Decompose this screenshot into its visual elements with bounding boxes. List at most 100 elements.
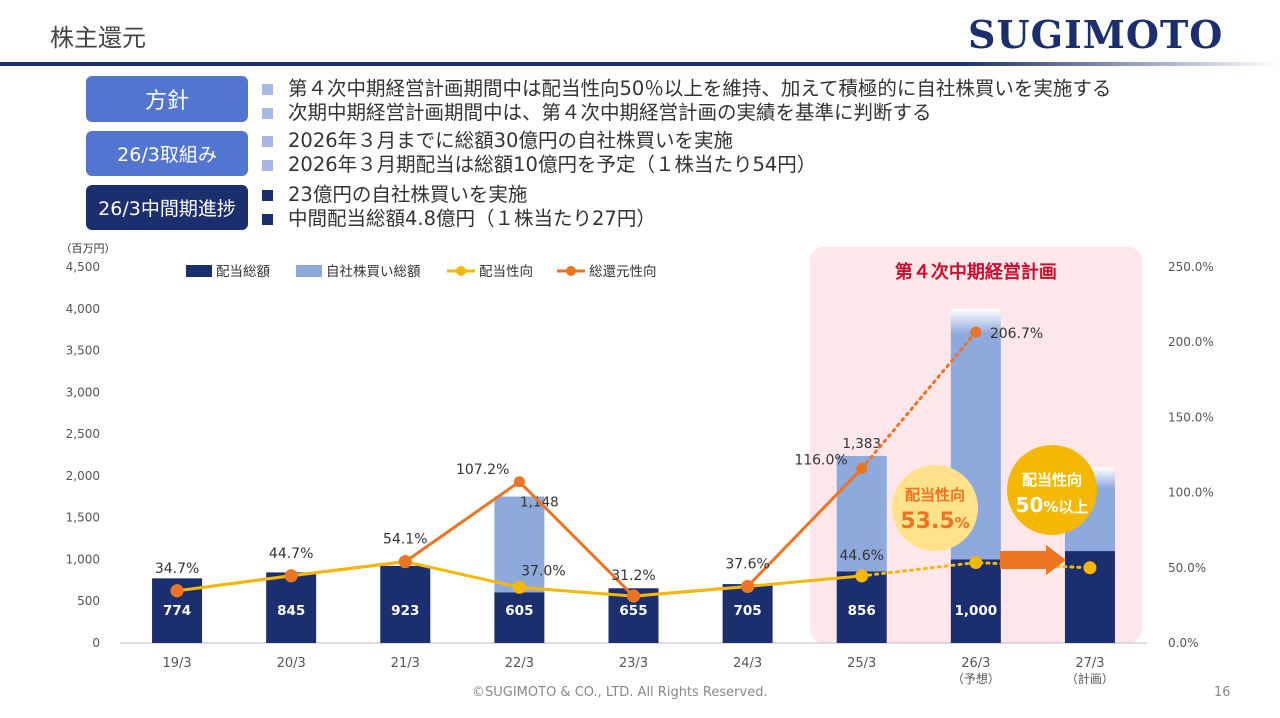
payout-ratio-label: 37.6%	[725, 556, 769, 572]
y2-tick-label: 0.0%	[1168, 636, 1199, 650]
legend-marker-payout	[456, 266, 466, 276]
payout-ratio-label: 44.6%	[839, 548, 883, 564]
callout-label: 配当性向	[905, 486, 965, 504]
bullet-text: 23億円の自社株買いを実施	[288, 183, 528, 206]
total-return-point	[741, 579, 755, 593]
company-logo: SUGIMOTO	[968, 12, 1224, 57]
bullet-square-icon	[262, 159, 273, 171]
plan-highlight-title: 第４次中期経営計画	[895, 261, 1057, 283]
callout-value: 50%以上	[1016, 493, 1089, 517]
y2-tick-label: 50.0%	[1168, 561, 1206, 575]
bullet-text: 中間配当総額4.8億円（１株当たり27円）	[288, 207, 656, 230]
dividend-bar-label: 655	[619, 603, 647, 619]
callout-label: 配当性向	[1022, 471, 1082, 489]
payout-ratio-label: 54.1%	[383, 532, 427, 548]
legend-label: 配当総額	[216, 264, 270, 280]
dividend-bar-label: 1,000	[954, 603, 997, 619]
callout-bubble-payout-forecast	[892, 465, 978, 551]
dividend-bar	[950, 559, 1001, 643]
bullet-square-icon	[262, 213, 273, 225]
callout-value-unit: %以上	[1043, 498, 1088, 516]
legend-label: 総還元性向	[589, 264, 657, 280]
bullet-text: 2026年３月までに総額30億円の自社株買いを実施	[288, 129, 733, 152]
copyright: ©SUGIMOTO & CO., LTD. All Rights Reserve…	[472, 685, 768, 700]
dividend-bar-label: 605	[505, 603, 533, 619]
bullet-item: 次期中期経営計画期間中は、第４次中期経営計画の実績を基準に判断する	[262, 101, 1111, 125]
y-tick-label: 1,500	[66, 511, 100, 525]
y2-tick-label: 100.0%	[1168, 486, 1214, 500]
y2-tick-label: 200.0%	[1168, 335, 1214, 349]
x-tick-sublabel: （予想）	[952, 671, 1000, 686]
x-tick-label: 25/3	[847, 656, 876, 671]
initiative-bullets: 2026年３月までに総額30億円の自社株買いを実施 2026年３月期配当は総額1…	[262, 129, 816, 177]
total-return-point	[627, 589, 640, 603]
bullet-item: 2026年３月までに総額30億円の自社株買いを実施	[262, 129, 816, 153]
y-tick-label: 500	[77, 594, 100, 608]
buyback-bar	[836, 455, 887, 572]
payout-ratio-label: 31.2%	[611, 568, 655, 584]
dividend-bar	[722, 584, 773, 643]
policy-tag: 方針	[86, 76, 248, 122]
y-tick-label: 0	[92, 636, 100, 650]
total-return-point	[284, 569, 298, 583]
y-tick-label: 4,500	[66, 260, 100, 274]
interim-progress-tag: 26/3中間期進捗	[86, 185, 248, 230]
x-tick-label: 27/3	[1075, 656, 1104, 671]
total-return-label: 116.0%	[794, 453, 847, 469]
bullet-item: 第４次中期経営計画期間中は配当性向50％以上を維持、加えて積極的に自社株買いを実…	[262, 77, 1111, 101]
total-return-point	[856, 463, 868, 475]
dividend-bar	[494, 592, 545, 643]
y-tick-label: 2,000	[66, 469, 100, 483]
payout-ratio-label: 44.7%	[269, 546, 313, 562]
bullet-square-icon	[262, 83, 273, 95]
callout-bubble-payout-plan	[1007, 445, 1097, 535]
dividend-bar	[266, 572, 317, 643]
y-tick-label: 3,000	[66, 385, 100, 399]
y-tick-label: 2,500	[66, 427, 100, 441]
dividend-bar	[380, 565, 431, 643]
page-title: 株主還元	[50, 24, 146, 52]
y-tick-label: 4,000	[66, 302, 100, 316]
dividend-bar-label: 705	[734, 603, 762, 619]
y2-tick-label: 150.0%	[1168, 410, 1214, 424]
buyback-bar-label: 1,383	[842, 436, 881, 452]
bullet-item: 2026年３月期配当は総額10億円を予定（１株当たり54円）	[262, 153, 816, 177]
x-tick-label: 21/3	[391, 656, 420, 671]
legend-label: 自社株買い総額	[326, 264, 421, 280]
page-number: 16	[1214, 685, 1231, 700]
legend-marker-total	[566, 266, 576, 276]
dividend-bar-label: 923	[391, 603, 419, 619]
total-return-label: 107.2%	[456, 462, 509, 478]
payout-ratio-label: 37.0%	[521, 563, 565, 579]
bullet-square-icon	[262, 189, 273, 201]
forecast-arrow-head	[1046, 545, 1066, 575]
legend-label: 配当性向	[479, 264, 533, 280]
payout-ratio-point	[1083, 561, 1097, 575]
callout-value-number: 53.5	[900, 509, 954, 534]
payout-ratio-point	[512, 580, 526, 594]
legend-swatch-buyback	[296, 265, 322, 277]
dividend-bar-label: 845	[277, 603, 305, 619]
x-tick-label: 19/3	[162, 656, 191, 671]
callout-value-unit: %	[955, 514, 970, 532]
total-return-point	[398, 555, 412, 569]
shareholder-return-chart: 第４次中期経営計画 （百万円） 0 500 1,000 1,500 2,000 2,500 3,…	[61, 242, 1214, 686]
bullet-square-icon	[262, 107, 273, 119]
total-return-point	[513, 476, 525, 488]
total-return-point	[170, 584, 184, 598]
payout-ratio-point	[855, 569, 869, 583]
payout-ratio-label: 34.7%	[155, 561, 199, 577]
bullet-square-icon	[262, 135, 273, 147]
y-axis-unit: （百万円）	[61, 242, 116, 255]
forecast-arrow-body	[1000, 551, 1048, 569]
total-return-label: 206.7%	[990, 326, 1043, 342]
total-return-line-forecast	[860, 330, 978, 471]
header-divider	[0, 62, 1280, 66]
x-tick-label: 22/3	[505, 656, 534, 671]
y-tick-label: 1,000	[66, 552, 100, 566]
policy-bullets: 第４次中期経営計画期間中は配当性向50％以上を維持、加えて積極的に自社株買いを実…	[262, 77, 1111, 125]
payout-ratio-point	[969, 556, 983, 570]
x-tick-label: 26/3	[961, 656, 990, 671]
y-tick-label: 3,500	[66, 344, 100, 358]
initiative-tag: 26/3取組み	[86, 131, 248, 176]
